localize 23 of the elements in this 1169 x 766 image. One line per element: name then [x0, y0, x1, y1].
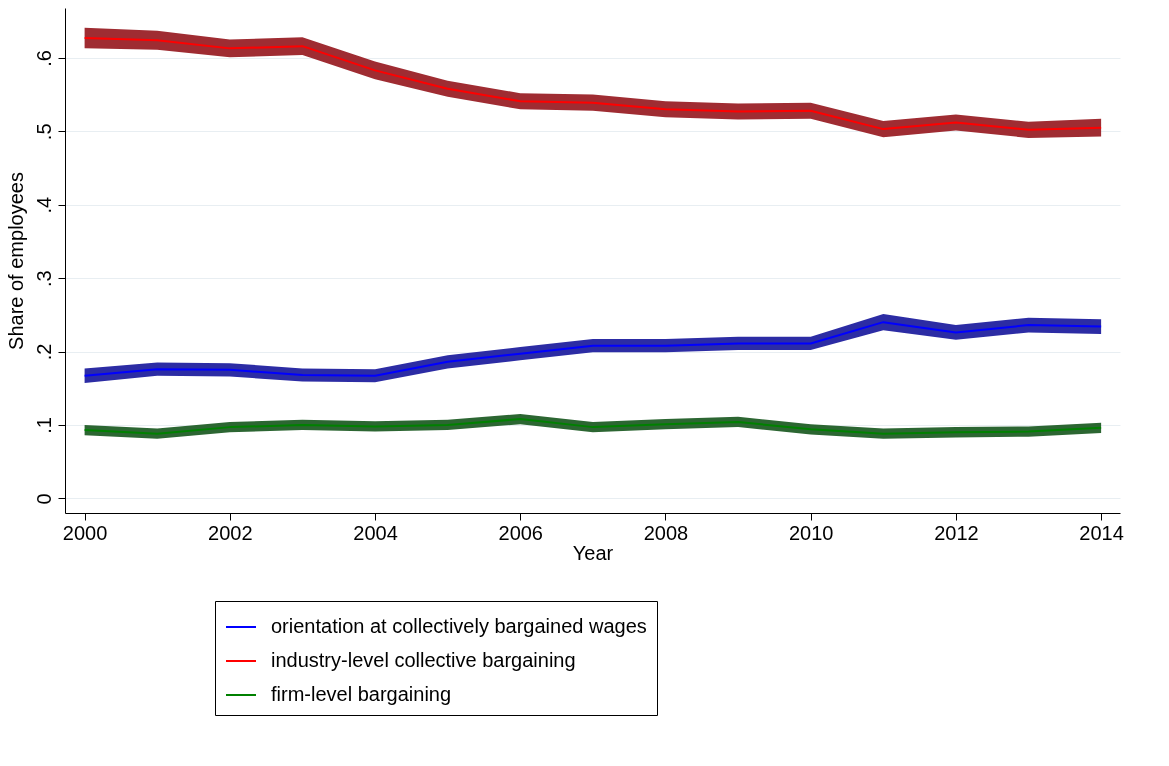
x-tick-label: 2010: [788, 521, 834, 544]
x-tick-label: 2008: [643, 521, 689, 544]
x-tick-label: 2012: [934, 521, 979, 544]
y-tick-label: .1: [32, 417, 55, 434]
y-tick-label: 0: [32, 493, 55, 505]
legend-label: firm-level bargaining: [271, 683, 452, 705]
y-axis-title: Share of employees: [4, 172, 27, 350]
x-tick-label: 2006: [498, 521, 543, 544]
line-series: [83, 37, 1103, 131]
y-tick-label: .6: [32, 50, 55, 67]
x-tick-label: 2004: [353, 521, 398, 544]
y-tick-label: .4: [32, 196, 55, 214]
legend-label: industry-level collective bargaining: [271, 649, 576, 671]
y-tick-label: .2: [32, 343, 55, 361]
x-axis-title: Year: [572, 541, 614, 564]
x-tick-label: 2000: [62, 521, 108, 544]
x-tick-label: 2014: [1079, 521, 1124, 544]
line-series: [83, 321, 1103, 377]
y-tick-label: .3: [32, 270, 55, 287]
x-tick-label: 2002: [208, 521, 253, 544]
line-series: [83, 418, 1103, 435]
legend-label: orientation at collectively bargained wages: [271, 615, 647, 637]
y-tick-label: .5: [32, 123, 55, 141]
